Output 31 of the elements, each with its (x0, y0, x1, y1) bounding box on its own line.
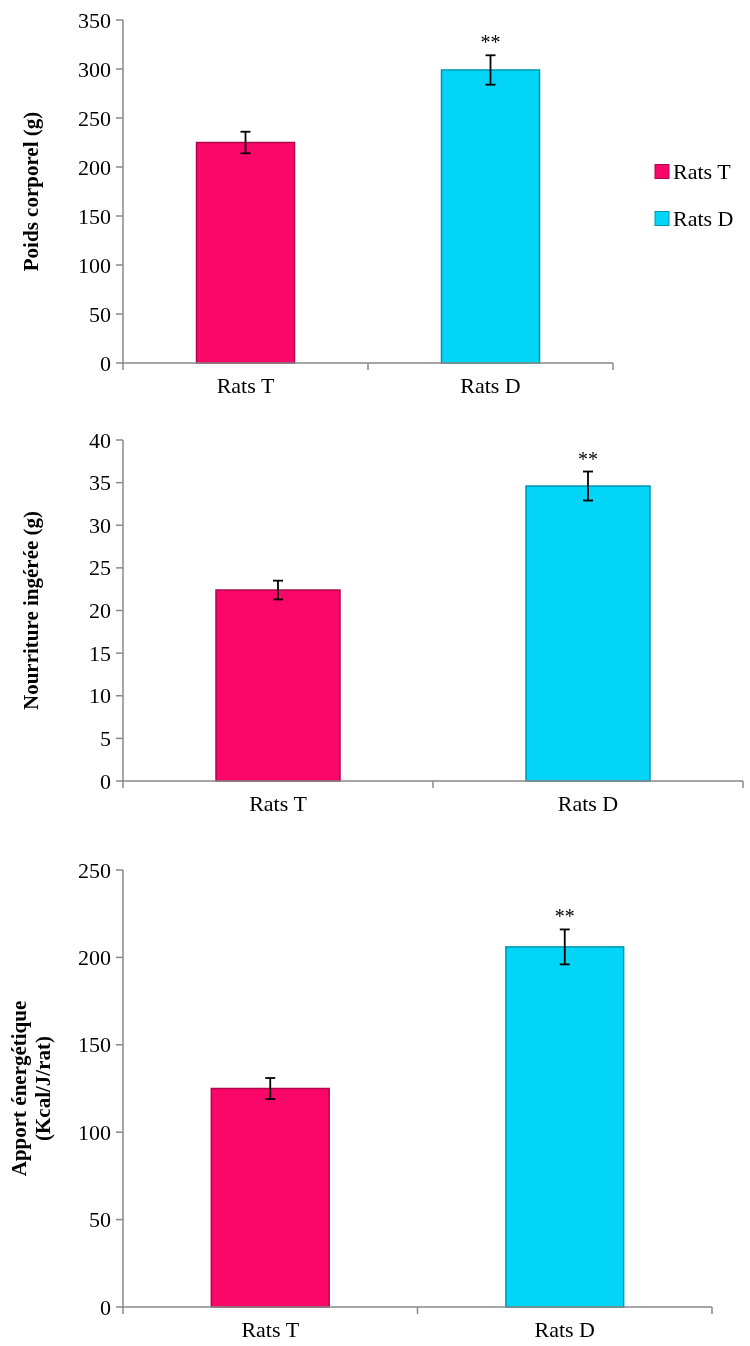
legend-label: Rats D (673, 206, 734, 231)
y-tick-label: 350 (78, 7, 111, 33)
y-tick-label: 300 (78, 56, 111, 82)
y-tick-label: 0 (100, 768, 111, 794)
y-tick-label: 30 (89, 512, 111, 538)
annotation: ** (480, 31, 501, 54)
y-tick-label: 50 (89, 1207, 111, 1233)
y-tick-label: 150 (78, 1032, 111, 1058)
y-tick-label: 20 (89, 598, 111, 623)
y-axis-title: Apport énergétique (Kcal/J/rat) (7, 1000, 55, 1177)
y-tick-label: 200 (78, 154, 111, 180)
y-tick-label: 15 (89, 640, 111, 666)
y-tick-label: 5 (100, 725, 111, 751)
y-tick-label: 35 (89, 470, 111, 496)
y-tick-label: 25 (89, 555, 111, 581)
y-tick-label: 10 (89, 683, 111, 709)
y-axis-title: Poids corporel (g) (19, 111, 43, 272)
y-tick-label: 250 (78, 857, 111, 883)
y-tick-label: 0 (100, 350, 111, 376)
y-tick-label: 0 (100, 1294, 111, 1320)
y-tick-label: 100 (78, 252, 111, 278)
y-tick-label: 150 (78, 203, 111, 229)
y-tick-label: 50 (89, 301, 111, 327)
legend-label: Rats T (673, 159, 732, 184)
y-tick-label: 250 (78, 105, 111, 131)
y-tick-label: 200 (78, 944, 111, 970)
y-axis-title: Nourriture ingérée (g) (19, 510, 43, 711)
annotation: ** (578, 447, 598, 470)
y-tick-label: 40 (89, 427, 111, 453)
y-tick-label: 100 (78, 1119, 111, 1145)
annotation: ** (554, 905, 575, 928)
